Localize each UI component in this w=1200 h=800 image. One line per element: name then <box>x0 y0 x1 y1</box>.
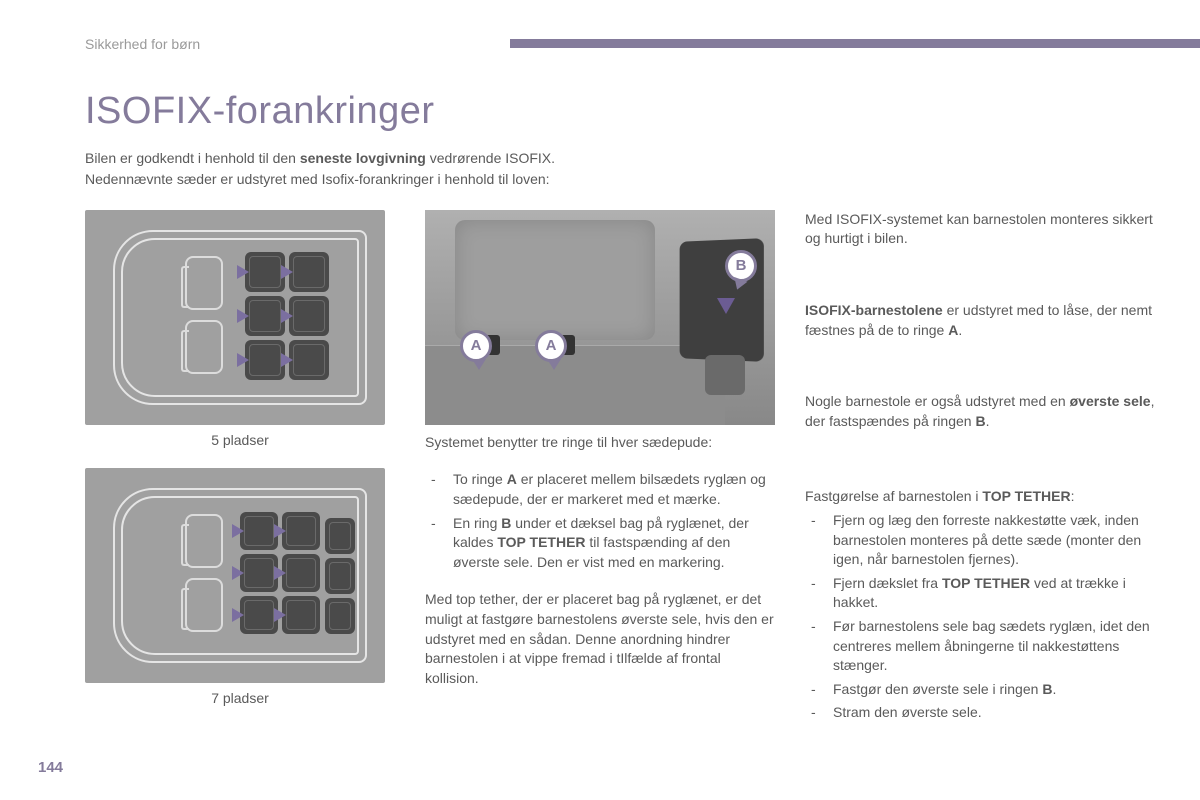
right-p3: Nogle barnestole er også udstyret med en… <box>805 392 1165 431</box>
isofix-seat <box>282 554 320 592</box>
isofix-seat <box>325 598 355 634</box>
intro-1a: Bilen er godkendt i henhold til den <box>85 150 300 166</box>
column-middle: A A B Systemet benytter tre ringe til hv… <box>425 210 775 727</box>
page-title: ISOFIX-forankringer <box>85 85 1165 138</box>
right-p4: Fastgørelse af barnestolen i TOP TETHER: <box>805 487 1165 507</box>
page-number: 144 <box>38 757 63 778</box>
right-bullet-list: Fjern og læg den forreste nakkestøtte væ… <box>805 511 1165 723</box>
isofix-seat <box>282 512 320 550</box>
isofix-seat <box>289 340 329 380</box>
isofix-seat <box>240 512 278 550</box>
isofix-seat <box>240 554 278 592</box>
isofix-seat <box>325 518 355 554</box>
list-item: Stram den øverste sele. <box>805 703 1165 723</box>
isofix-seat <box>289 296 329 336</box>
column-left: 5 pladser <box>85 210 395 727</box>
callout-b: B <box>725 250 757 282</box>
intro-1c: vedrørende ISOFIX. <box>426 150 555 166</box>
figure-5-seats <box>85 210 385 425</box>
car-outline <box>113 488 367 663</box>
tether-anchor <box>705 355 745 395</box>
callout-a: A <box>535 330 567 362</box>
isofix-seat <box>282 596 320 634</box>
list-item: Fjern dækslet fra TOP TETHER ved at træk… <box>805 574 1165 613</box>
isofix-seat <box>289 252 329 292</box>
mid-p2: Med top tether, der er placeret bag på r… <box>425 590 775 688</box>
list-item: To ringe A er placeret mellem bilsædets … <box>425 470 775 509</box>
caption-5-seats: 5 pladser <box>85 431 395 451</box>
intro-paragraph: Bilen er godkendt i henhold til den sene… <box>85 148 1165 190</box>
list-item: En ring B under et dæksel bag på ryglæne… <box>425 514 775 573</box>
isofix-seat <box>245 296 285 336</box>
isofix-seat <box>245 340 285 380</box>
list-item: Fastgør den øverste sele i ringen B. <box>805 680 1165 700</box>
front-seat <box>185 514 223 568</box>
right-p1: Med ISOFIX-systemet kan barnestolen mont… <box>805 210 1165 249</box>
mid-p1: Systemet benytter tre ringe til hver sæd… <box>425 433 775 453</box>
isofix-seat <box>325 558 355 594</box>
intro-1b: seneste lovgivning <box>300 150 426 166</box>
figure-isofix-rings: A A B <box>425 210 775 425</box>
list-item: Før barnestolens sele bag sædets ryglæn,… <box>805 617 1165 676</box>
front-seat <box>185 578 223 632</box>
front-seat <box>185 320 223 374</box>
front-seat <box>185 256 223 310</box>
content-columns: 5 pladser <box>85 210 1165 727</box>
accent-bar <box>510 39 1200 48</box>
car-outline <box>113 230 367 405</box>
callout-a: A <box>460 330 492 362</box>
mid-bullet-list: To ringe A er placeret mellem bilsædets … <box>425 470 775 572</box>
intro-2: Nedennævnte sæder er udstyret med Isofix… <box>85 171 550 187</box>
caption-7-seats: 7 pladser <box>85 689 395 709</box>
right-p2: ISOFIX-barnestolene er udstyret med to l… <box>805 301 1165 340</box>
isofix-seat <box>245 252 285 292</box>
isofix-seat <box>240 596 278 634</box>
list-item: Fjern og læg den forreste nakkestøtte væ… <box>805 511 1165 570</box>
figure-7-seats <box>85 468 385 683</box>
column-right: Med ISOFIX-systemet kan barnestolen mont… <box>805 210 1165 727</box>
